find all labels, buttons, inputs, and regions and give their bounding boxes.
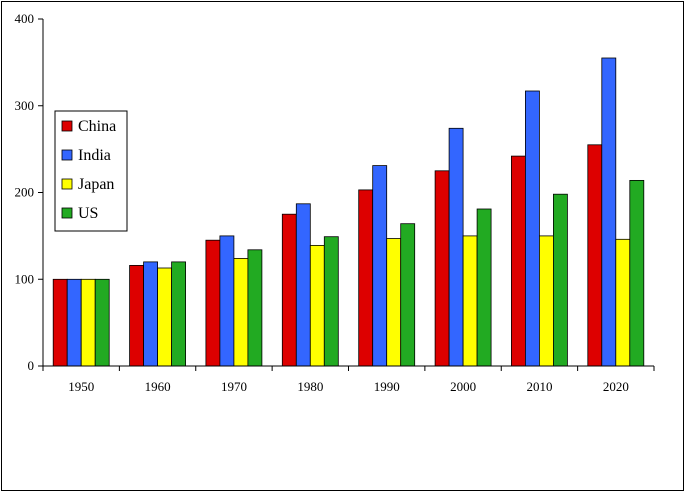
x-tick-label: 2010 (526, 379, 552, 394)
bar-us-2010 (553, 193, 568, 367)
bar-us-1990 (400, 223, 416, 367)
y-tick-label: 0 (28, 358, 35, 373)
bar-china-2020 (587, 144, 603, 367)
bar-india-2020 (601, 57, 617, 367)
bar-us-1960 (171, 261, 187, 367)
bar-india-2010 (525, 90, 540, 367)
axes-layer: 0 100 200 300 400 1950 1960 1970 1980 1990 2000 201… (15, 11, 655, 394)
x-tick-label: 2000 (450, 379, 476, 394)
x-tick-label: 1970 (221, 379, 247, 394)
bar-india-1990 (372, 165, 388, 367)
bar-japan-1970 (233, 257, 249, 367)
y-tick-label: 400 (15, 11, 35, 26)
bars-layer (52, 57, 645, 367)
legend-swatch-us (61, 207, 73, 219)
x-tick-label: 2020 (603, 379, 629, 394)
x-tick-label: 1990 (374, 379, 400, 394)
x-tick-label: 1950 (68, 379, 94, 394)
bar-japan-2020 (615, 238, 631, 367)
bar-us-2000 (476, 208, 492, 367)
bar-us-2020 (629, 179, 645, 367)
bar-japan-2010 (539, 235, 554, 367)
y-tick-label: 300 (15, 98, 35, 113)
bar-china-1990 (358, 189, 374, 367)
bar-india-1980 (295, 203, 311, 367)
x-tick-label: 1960 (145, 379, 171, 394)
legend: China India Japan US (54, 110, 128, 232)
legend-swatch-china (61, 120, 73, 132)
y-tick-label: 200 (15, 185, 35, 200)
bar-china-1970 (205, 239, 221, 367)
legend-label-us: US (78, 205, 98, 222)
bar-japan-1960 (157, 267, 173, 367)
bar-us-1970 (247, 249, 263, 367)
legend-label-india: India (78, 147, 111, 164)
bar-china-1950 (52, 278, 68, 367)
bar-us-1950 (94, 278, 110, 367)
bar-india-1970 (219, 235, 235, 367)
bar-japan-1950 (80, 278, 96, 367)
x-tick-label: 1980 (297, 379, 323, 394)
bar-china-2000 (434, 170, 450, 367)
bar-china-1980 (281, 213, 297, 367)
y-tick-label: 100 (15, 271, 35, 286)
bar-china-1960 (129, 264, 145, 367)
bar-india-2000 (448, 127, 464, 367)
bar-china-2010 (510, 155, 526, 367)
bar-india-1960 (143, 261, 159, 367)
bar-india-1950 (66, 278, 82, 367)
bar-japan-1990 (386, 238, 402, 367)
legend-label-china: China (78, 118, 116, 135)
bar-japan-2000 (462, 235, 478, 367)
legend-swatch-india (61, 149, 73, 161)
bar-japan-1980 (309, 244, 325, 367)
bar-us-1980 (323, 236, 339, 367)
legend-label-japan: Japan (78, 176, 114, 193)
legend-swatch-japan (61, 178, 73, 190)
